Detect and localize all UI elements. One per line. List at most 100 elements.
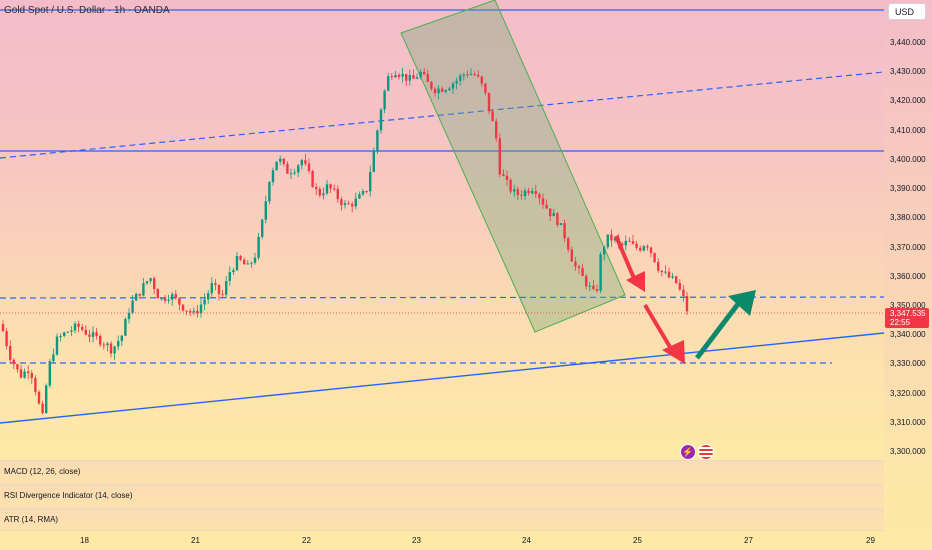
- candle-body: [192, 310, 195, 313]
- candle-body: [545, 204, 548, 209]
- price-tick: 3,330.000: [890, 359, 926, 369]
- candle-body: [27, 371, 30, 374]
- candle-body: [307, 163, 311, 172]
- candle-body: [138, 293, 141, 296]
- candle-body: [574, 261, 577, 267]
- trendline-support: [0, 332, 884, 424]
- candle-body: [484, 83, 487, 93]
- currency-button[interactable]: USD: [888, 3, 926, 20]
- down-channel-rectangle: [400, 0, 626, 333]
- candle-body: [462, 74, 465, 76]
- x-tick: 18: [80, 536, 89, 545]
- candle-body: [210, 283, 213, 294]
- candle-body: [81, 326, 84, 330]
- candle-body: [635, 243, 638, 248]
- candle-body: [55, 336, 59, 355]
- lightning-icon[interactable]: ⚡: [680, 444, 696, 460]
- price-tick: 3,350.000: [890, 300, 926, 310]
- candle-body: [9, 346, 12, 360]
- candle-body: [217, 284, 221, 295]
- price-tick: 3,410.000: [890, 125, 926, 135]
- atr-label[interactable]: ATR (14, RMA): [4, 515, 59, 524]
- candle-body: [160, 298, 163, 300]
- candle-body: [372, 151, 375, 172]
- candle-body: [563, 223, 566, 239]
- candle-body: [232, 270, 235, 273]
- candle-body: [502, 174, 505, 176]
- candle-body: [300, 160, 303, 166]
- price-tick: 3,340.000: [890, 330, 926, 340]
- candle-body: [189, 311, 192, 313]
- candle-body: [30, 373, 33, 379]
- candle-body: [333, 188, 336, 190]
- price-tick: 3,420.000: [890, 96, 926, 106]
- forecast-arrow-down-1: [614, 235, 645, 292]
- candle-body: [466, 74, 469, 76]
- candle-body: [430, 81, 433, 89]
- candle-body: [109, 343, 113, 354]
- candle-body: [505, 175, 509, 180]
- candle-body: [671, 276, 674, 278]
- candle-body: [203, 299, 206, 305]
- candle-body: [513, 189, 516, 192]
- rsi-divergence-label[interactable]: RSI Divergence Indicator (14, close): [4, 491, 133, 500]
- candle-body: [523, 190, 527, 197]
- candle-body: [167, 299, 170, 301]
- candle-body: [95, 332, 98, 337]
- macd-label[interactable]: MACD (12, 26, close): [4, 467, 81, 476]
- candle-body: [516, 189, 519, 196]
- candle-body: [351, 204, 354, 207]
- candle-body: [606, 234, 609, 248]
- us-flag-icon[interactable]: [698, 444, 714, 460]
- candle-body: [491, 111, 494, 122]
- candle-body: [621, 243, 624, 246]
- candle-body: [613, 237, 617, 241]
- chart-area[interactable]: [0, 0, 884, 460]
- candle-body: [667, 271, 671, 278]
- candle-body: [106, 343, 109, 346]
- x-tick: 29: [866, 536, 875, 545]
- candle-body: [41, 403, 44, 413]
- candle-body: [631, 241, 635, 244]
- candle-body: [649, 247, 653, 253]
- candle-body: [66, 331, 69, 333]
- macd-pane[interactable]: MACD (12, 26, close): [0, 460, 884, 484]
- forecast-arrow-down-2: [643, 303, 685, 364]
- candle-body: [34, 378, 37, 392]
- candle-body: [347, 203, 350, 205]
- candle-body: [235, 256, 239, 271]
- candle-body: [441, 88, 444, 92]
- price-axis-panel[interactable]: [884, 0, 932, 550]
- candle-body: [297, 165, 300, 173]
- candle-body: [552, 213, 555, 217]
- atr-pane[interactable]: ATR (14, RMA): [0, 508, 884, 530]
- price-tick: 3,390.000: [890, 184, 926, 194]
- candle-body: [117, 341, 120, 347]
- candle-body: [549, 208, 552, 217]
- x-tick: 25: [633, 536, 642, 545]
- price-tick: 3,370.000: [890, 242, 926, 252]
- candle-body: [343, 203, 347, 206]
- candle-body: [459, 75, 462, 81]
- candle-body: [394, 74, 397, 78]
- time-axis[interactable]: 18 21 22 23 24 25 27 29: [0, 530, 884, 550]
- candle-body: [408, 75, 411, 81]
- chart-plot[interactable]: [0, 0, 884, 460]
- candle-body: [415, 77, 419, 79]
- price-tick: 3,380.000: [890, 213, 926, 223]
- candle-body: [559, 223, 563, 226]
- candle-body: [538, 194, 541, 199]
- trendline-dashed-upper: [0, 71, 884, 159]
- candle-body: [520, 195, 523, 197]
- candle-body: [318, 188, 321, 196]
- candle-body: [387, 76, 390, 91]
- rsi-divergence-pane[interactable]: RSI Divergence Indicator (14, close): [0, 484, 884, 508]
- bar-countdown: 22:55: [890, 318, 911, 327]
- candle-body: [509, 179, 512, 192]
- candle-body: [131, 300, 134, 313]
- horizontal-dashed-support: [0, 296, 884, 299]
- price-tick: 3,320.000: [890, 388, 926, 398]
- candle-body: [171, 294, 174, 300]
- candle-body: [365, 190, 368, 192]
- candle-body: [498, 138, 501, 175]
